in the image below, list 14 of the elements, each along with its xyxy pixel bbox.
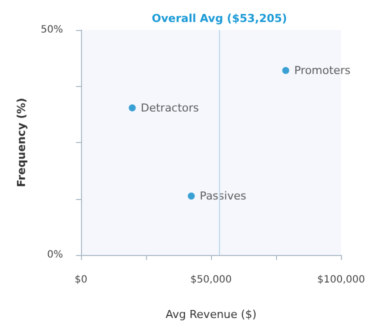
series-label: Passives (200, 190, 246, 203)
x-tick-label: $50,000 (190, 274, 232, 286)
point (188, 192, 195, 200)
point (128, 104, 136, 112)
y-tick-label: 0% (47, 250, 63, 260)
x-tick-label: $0 (74, 274, 88, 286)
series-label: Detractors (140, 101, 200, 114)
series-label: Promoters (294, 64, 351, 77)
y-axis-title: Frequency (%) (15, 98, 28, 188)
point (282, 67, 290, 74)
y-tick-label: 50% (40, 24, 63, 36)
x-tick-label: $100,000 (317, 274, 365, 286)
x-axis-title: Avg Revenue ($) (166, 308, 256, 321)
ref-line-label: Overall Avg ($53,205) (152, 12, 288, 25)
